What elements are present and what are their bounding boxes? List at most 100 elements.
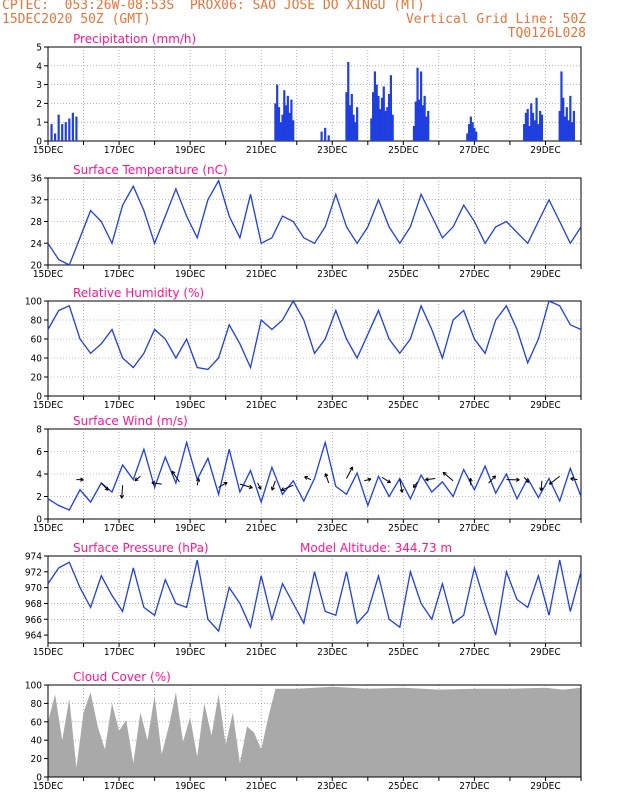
series-line xyxy=(47,439,582,511)
x-tick-label: 19DEC xyxy=(175,269,205,280)
wind-arrow xyxy=(196,478,200,486)
x-tick-label: 23DEC xyxy=(317,145,347,156)
precip-bar xyxy=(279,122,282,141)
x-tick-label: 29DEC xyxy=(530,523,560,534)
precip-bar xyxy=(382,86,385,141)
panel-0: 0 1 2 3 4 5 15DEC 17DEC 19DEC 21DEC 23DEC 25DEC 27DE… xyxy=(33,32,582,156)
y-tick-label: 8 xyxy=(36,425,42,436)
y-tick-label: 2 xyxy=(36,99,42,110)
y-tick-label: 60 xyxy=(31,335,43,346)
x-tick-label: 21DEC xyxy=(246,781,276,792)
precip-bar xyxy=(274,103,277,141)
x-tick-label: 19DEC xyxy=(175,523,205,534)
precip-bar xyxy=(567,120,570,141)
cloud-area xyxy=(48,686,581,777)
panel-frame xyxy=(47,300,582,397)
x-tick-label: 27DEC xyxy=(459,781,489,792)
series-line xyxy=(47,559,582,636)
wind-arrow xyxy=(425,478,436,481)
precip-bar xyxy=(68,118,71,141)
y-tick-label: 0 xyxy=(36,773,42,784)
precip-bar xyxy=(466,133,469,141)
y-tick-label: 24 xyxy=(31,239,43,250)
x-tick-label: 15DEC xyxy=(33,400,63,411)
y-tick-label: 60 xyxy=(31,717,43,728)
wind-arrow xyxy=(100,482,109,491)
precip-bar xyxy=(281,114,284,141)
x-tick-label: 23DEC xyxy=(317,269,347,280)
x-tick-label: 25DEC xyxy=(388,269,418,280)
x-tick-label: 21DEC xyxy=(246,400,276,411)
y-tick-label: 5 xyxy=(36,43,42,54)
x-tick-label: 15DEC xyxy=(33,145,63,156)
x-tick-label: 17DEC xyxy=(104,647,134,658)
precip-bar xyxy=(277,107,281,141)
x-tick-label: 19DEC xyxy=(175,647,205,658)
precip-bar xyxy=(391,114,394,141)
x-tick-label: 15DEC xyxy=(33,647,63,658)
wind-arrow-head xyxy=(196,478,200,482)
x-tick-label: 17DEC xyxy=(104,400,134,411)
wind-arrow xyxy=(281,484,294,491)
y-tick-label: 40 xyxy=(31,354,43,365)
y-tick-label: 972 xyxy=(25,567,42,578)
panel-title: Relative Humidity (%) xyxy=(73,286,204,300)
panel-frame xyxy=(47,46,582,142)
precip-bar xyxy=(425,116,428,141)
y-tick-label: 100 xyxy=(25,297,42,308)
x-tick-label: 27DEC xyxy=(459,145,489,156)
wind-arrow-head xyxy=(540,487,544,491)
precip-bar xyxy=(379,109,382,141)
panel-title: Surface Pressure (hPa) xyxy=(73,541,209,555)
precip-bar xyxy=(572,110,575,141)
x-tick-label: 29DEC xyxy=(530,400,560,411)
wind-arrow xyxy=(151,482,162,485)
x-tick-label: 21DEC xyxy=(246,269,276,280)
header-line1: CPTEC: 053:26W-08:53S PROX06: SAO JOSE D… xyxy=(2,0,425,13)
wind-arrow xyxy=(364,478,372,482)
wind-arrow-head xyxy=(413,485,417,488)
precip-bar xyxy=(75,116,78,141)
precip-bar xyxy=(467,124,471,141)
wind-arrow xyxy=(121,485,124,499)
precip-bar xyxy=(416,67,419,141)
precip-bar xyxy=(57,114,60,141)
wind-arrow-head xyxy=(324,473,326,478)
panel-annotation: Model Altitude: 344.73 m xyxy=(300,541,452,555)
panel-title: Precipitation (mm/h) xyxy=(73,32,196,46)
y-tick-label: 20 xyxy=(31,754,43,765)
y-tick-label: 32 xyxy=(31,195,42,206)
precip-bar xyxy=(386,107,389,141)
y-tick-label: 970 xyxy=(25,583,42,594)
x-tick-label: 27DEC xyxy=(459,523,489,534)
wind-arrow xyxy=(346,466,354,479)
panel-title: Cloud Cover (%) xyxy=(73,670,171,684)
wind-arrow xyxy=(324,473,330,484)
precip-bar xyxy=(345,92,348,141)
wind-arrow-head xyxy=(106,486,109,491)
y-tick-label: 3 xyxy=(36,80,42,91)
x-tick-label: 19DEC xyxy=(175,145,205,156)
precip-bar xyxy=(352,114,355,141)
precip-bar xyxy=(288,112,291,141)
x-tick-label: 17DEC xyxy=(104,523,134,534)
y-tick-label: 80 xyxy=(31,699,43,710)
precip-bar xyxy=(372,92,375,141)
panel-2: 0 20 40 60 80 100 15DEC 17DEC 19DEC 21DEC 23DEC 25D… xyxy=(25,286,582,411)
wind-arrow-head xyxy=(570,478,574,482)
wind-arrow-head xyxy=(367,477,372,480)
x-tick-label: 21DEC xyxy=(246,145,276,156)
wind-arrow-head xyxy=(492,475,496,478)
precip-bar xyxy=(389,75,392,141)
precip-bar xyxy=(50,124,53,141)
wind-arrow xyxy=(549,475,560,485)
precip-bar xyxy=(533,120,536,141)
series-line xyxy=(47,299,582,371)
wind-arrow xyxy=(540,480,543,491)
x-tick-label: 15DEC xyxy=(33,269,63,280)
precip-bar xyxy=(380,97,384,141)
precip-bar xyxy=(412,125,416,141)
x-tick-label: 23DEC xyxy=(317,781,347,792)
precip-bar xyxy=(558,110,561,141)
